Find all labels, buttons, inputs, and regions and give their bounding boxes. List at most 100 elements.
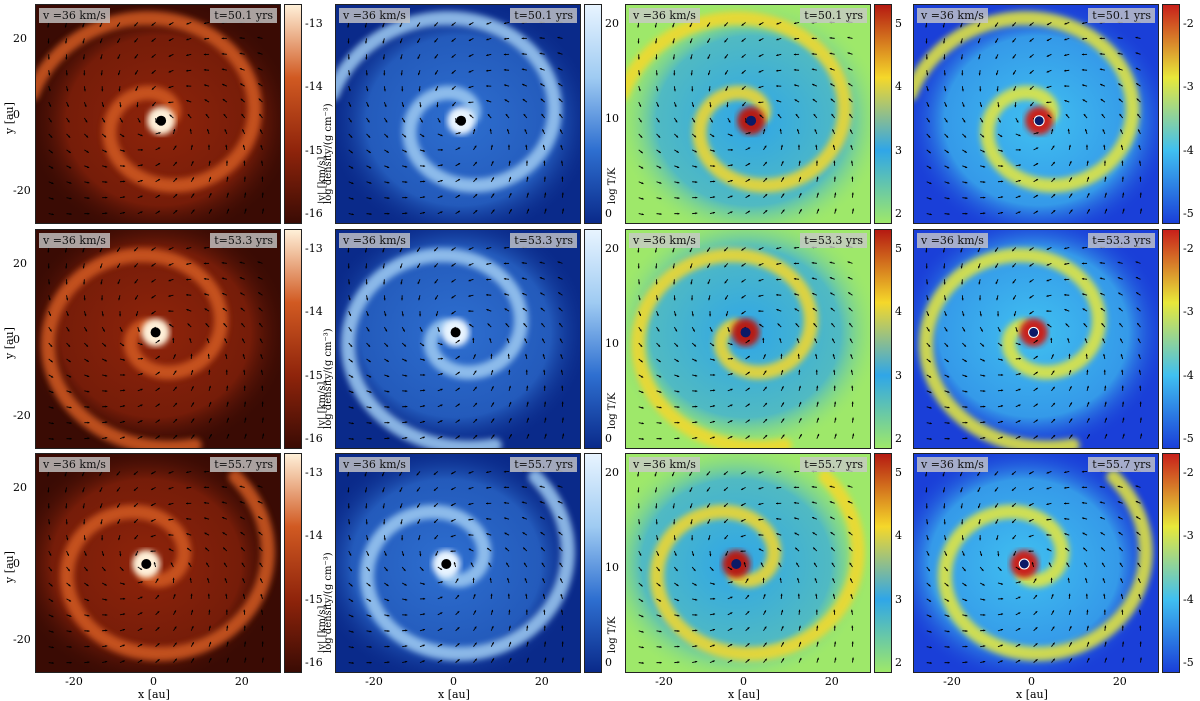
arrow-head bbox=[637, 251, 639, 253]
y-axis-label: y [au] bbox=[4, 551, 15, 583]
time-label: t=53.3 yrs bbox=[510, 233, 577, 248]
temperature-map bbox=[626, 454, 871, 673]
star-marker bbox=[441, 559, 451, 569]
x-tick: 0 bbox=[1028, 676, 1035, 687]
density-colorbar bbox=[284, 229, 302, 449]
velocity-colorbar bbox=[584, 453, 602, 673]
colorbar-tick: 20 bbox=[605, 467, 619, 478]
velocity-scale-label: v =36 km/s bbox=[629, 233, 700, 248]
y-tick: 20 bbox=[13, 258, 27, 269]
x-tick: 0 bbox=[150, 676, 157, 687]
x-axis-label: x [au] bbox=[138, 689, 170, 700]
x-tick: -20 bbox=[655, 676, 673, 687]
arrow-head bbox=[660, 438, 662, 440]
colorbar-tick: -16 bbox=[305, 208, 323, 219]
y-axis-label: y [au] bbox=[4, 102, 15, 134]
density-map bbox=[36, 230, 281, 449]
colorbar-tick: -16 bbox=[305, 657, 323, 668]
colorbar-tick: 0 bbox=[605, 657, 612, 668]
pressure-map bbox=[914, 230, 1159, 449]
density-colorbar bbox=[284, 4, 302, 224]
y-tick: -20 bbox=[13, 185, 31, 196]
star-marker bbox=[141, 559, 151, 569]
x-tick: 20 bbox=[235, 676, 249, 687]
colorbar-tick: -4 bbox=[1183, 370, 1194, 381]
colorbar-tick: 4 bbox=[895, 81, 902, 92]
velocity-scale-label: v =36 km/s bbox=[39, 8, 110, 23]
time-label: t=50.1 yrs bbox=[1088, 8, 1155, 23]
density-colorbar bbox=[284, 453, 302, 673]
arrow-head bbox=[347, 42, 349, 44]
colorbar-label: |v| [km/s] bbox=[318, 157, 328, 204]
colorbar-tick: 5 bbox=[895, 18, 902, 29]
arrow-head bbox=[352, 662, 354, 664]
velocity-scale-label: v =36 km/s bbox=[339, 457, 410, 472]
colorbar-tick: -5 bbox=[1183, 208, 1194, 219]
pressure-map bbox=[914, 5, 1159, 224]
x-axis-label: x [au] bbox=[728, 689, 760, 700]
arrow-head bbox=[47, 251, 49, 253]
colorbar-tick: -5 bbox=[1183, 657, 1194, 668]
temperature-colorbar bbox=[874, 4, 892, 224]
velocity-colorbar bbox=[584, 4, 602, 224]
colorbar-tick: 3 bbox=[895, 370, 902, 381]
temperature-map bbox=[626, 230, 871, 449]
velocity-scale-label: v =36 km/s bbox=[39, 233, 110, 248]
star-marker bbox=[456, 116, 466, 126]
colorbar-tick: 3 bbox=[895, 594, 902, 605]
velocity-colorbar bbox=[584, 229, 602, 449]
arrow-head bbox=[262, 642, 264, 644]
arrow-head bbox=[562, 642, 564, 644]
pressure-map bbox=[914, 454, 1159, 673]
y-axis-label: y [au] bbox=[4, 327, 15, 359]
velocity-scale-label: v =36 km/s bbox=[339, 233, 410, 248]
star-marker bbox=[1029, 327, 1039, 337]
colorbar-tick: -4 bbox=[1183, 594, 1194, 605]
colorbar-tick: -14 bbox=[305, 81, 323, 92]
colorbar-tick: -15 bbox=[305, 145, 323, 156]
density-map bbox=[36, 5, 281, 224]
colorbar-tick: -2 bbox=[1183, 467, 1194, 478]
colorbar-tick: 20 bbox=[605, 243, 619, 254]
colorbar-tick: 2 bbox=[895, 433, 902, 444]
x-tick: 20 bbox=[825, 676, 839, 687]
colorbar-label: log T/K bbox=[608, 168, 618, 204]
colorbar-tick: -2 bbox=[1183, 18, 1194, 29]
colorbar-label: |v| [km/s] bbox=[318, 606, 328, 653]
time-label: t=55.7 yrs bbox=[1088, 457, 1155, 472]
x-tick: -20 bbox=[943, 676, 961, 687]
colorbar-label: log T/K bbox=[608, 617, 618, 653]
y-tick: -20 bbox=[13, 410, 31, 421]
time-label: t=53.3 yrs bbox=[1088, 233, 1155, 248]
x-axis-label: x [au] bbox=[438, 689, 470, 700]
time-label: t=50.1 yrs bbox=[800, 8, 867, 23]
colorbar-tick: 2 bbox=[895, 208, 902, 219]
colorbar-tick: 10 bbox=[605, 562, 619, 573]
colorbar-tick: -14 bbox=[305, 530, 323, 541]
arrow-head bbox=[52, 662, 54, 664]
velocity-map bbox=[336, 454, 581, 673]
star-marker bbox=[746, 116, 756, 126]
colorbar-tick: 10 bbox=[605, 338, 619, 349]
colorbar-tick: -2 bbox=[1183, 243, 1194, 254]
arrow-head bbox=[1140, 642, 1142, 644]
density-map bbox=[36, 454, 281, 673]
arrow-head bbox=[347, 251, 349, 253]
velocity-scale-label: v =36 km/s bbox=[39, 457, 110, 472]
colorbar-tick: 5 bbox=[895, 467, 902, 478]
velocity-panel: v =36 km/s t=53.3 yrs bbox=[335, 229, 581, 449]
colorbar-tick: 2 bbox=[895, 657, 902, 668]
colorbar-tick: -3 bbox=[1183, 81, 1194, 92]
time-label: t=55.7 yrs bbox=[800, 457, 867, 472]
colorbar-tick: 10 bbox=[605, 113, 619, 124]
pressure-colorbar bbox=[1162, 4, 1180, 224]
colorbar-tick: 4 bbox=[895, 530, 902, 541]
